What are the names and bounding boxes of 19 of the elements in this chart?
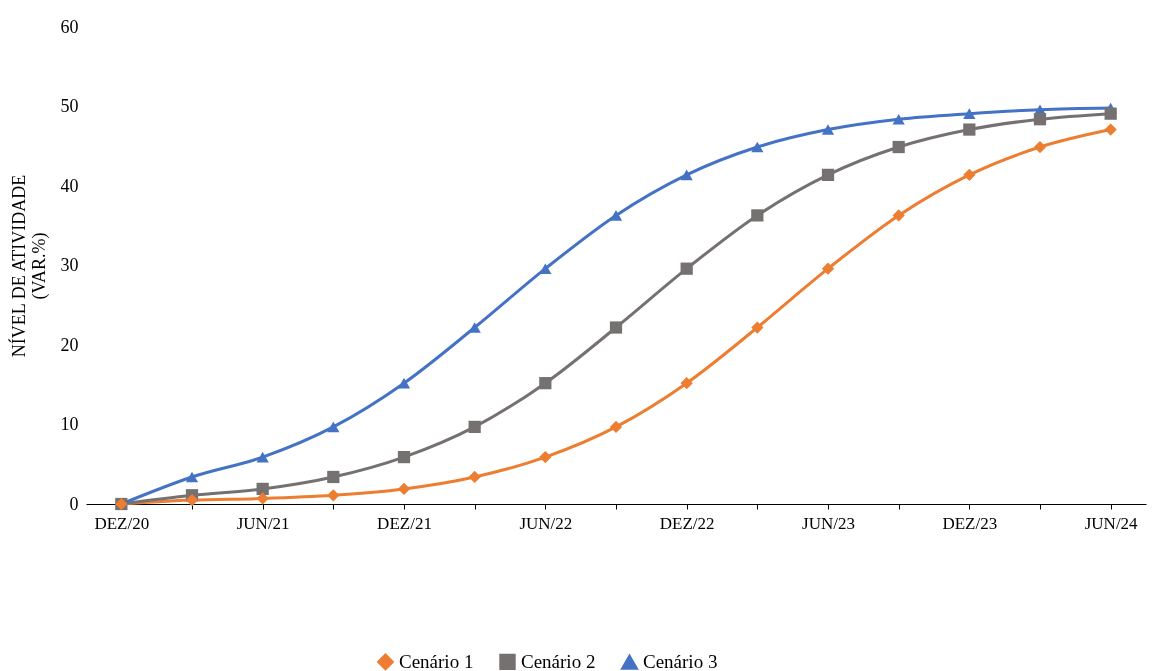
y-tick-label: 50	[60, 96, 79, 116]
y-tick-label: 40	[60, 175, 79, 196]
y-axis-title: NÍVEL DE ATIVIDADE (VAR.%)	[7, 174, 50, 358]
x-tick-label: JUN/23	[802, 513, 855, 533]
x-tick-label: DEZ/21	[377, 513, 432, 533]
y-tick-label: 60	[60, 16, 79, 37]
x-tick-label: JUN/21	[236, 513, 290, 533]
x-tick-label: JUN/24	[1084, 513, 1139, 533]
x-tick-label: DEZ/22	[659, 513, 715, 533]
y-tick-label: 0	[69, 493, 79, 514]
y-tick-label: 20	[60, 334, 79, 355]
x-tick-label: JUN/22	[519, 513, 573, 533]
legend-label: Cenário 3	[643, 651, 718, 671]
legend-label: Cenário 2	[521, 650, 596, 671]
y-tick-label: 30	[60, 255, 79, 275]
x-tick-label: DEZ/23	[942, 513, 998, 533]
y-tick-label: 10	[60, 414, 79, 434]
legend-label: Cenário 1	[399, 650, 474, 671]
x-tick-label: DEZ/20	[94, 513, 150, 533]
